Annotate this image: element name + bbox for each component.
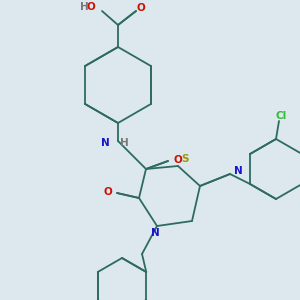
Text: N: N (234, 166, 243, 176)
Text: O: O (174, 155, 183, 165)
Text: H: H (120, 138, 129, 148)
Text: N: N (151, 228, 159, 238)
Text: S: S (181, 154, 188, 164)
Text: O: O (86, 2, 95, 12)
Text: Cl: Cl (275, 111, 286, 121)
Text: O: O (103, 187, 112, 197)
Text: O: O (136, 3, 146, 13)
Text: N: N (101, 138, 110, 148)
Text: H: H (80, 2, 89, 12)
